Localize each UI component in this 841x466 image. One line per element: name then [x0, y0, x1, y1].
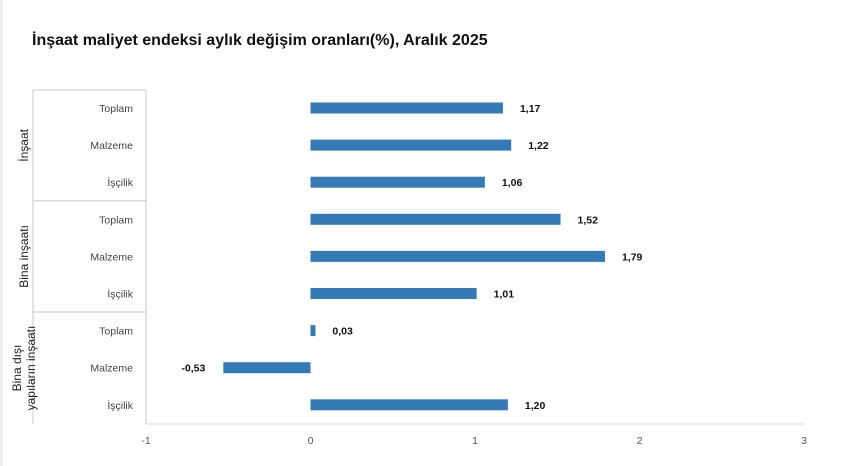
- bar: [310, 325, 316, 337]
- category-label: Toplam: [99, 326, 133, 338]
- bar: [310, 399, 508, 411]
- category-label: Toplam: [99, 103, 133, 115]
- category-label: İşçilik: [107, 288, 133, 301]
- bar: [223, 362, 311, 374]
- group-label: Bina inşaatı: [17, 225, 31, 288]
- x-tick-label: 3: [801, 435, 807, 447]
- category-label: Toplam: [99, 214, 133, 226]
- value-label: 1,20: [525, 400, 546, 412]
- category-label: Malzeme: [90, 363, 133, 375]
- bar: [310, 176, 485, 188]
- category-label: Malzeme: [90, 251, 133, 263]
- value-label: 1,79: [622, 251, 643, 263]
- group-label: İnşaat: [17, 128, 31, 161]
- bar: [310, 139, 512, 151]
- value-label: 1,17: [520, 103, 541, 115]
- value-label: 0,03: [332, 326, 353, 338]
- value-label: 1,52: [578, 214, 599, 226]
- x-tick-label: 2: [637, 435, 643, 447]
- x-tick-label: 0: [308, 435, 314, 447]
- category-label: Malzeme: [90, 140, 133, 152]
- bar: [310, 102, 503, 114]
- value-label: 1,01: [494, 289, 515, 301]
- group-label: Bina dışıyapıların inşaatı: [10, 326, 38, 411]
- value-label: 1,06: [502, 177, 523, 189]
- bar: [310, 250, 605, 262]
- value-label: -0,53: [181, 363, 205, 375]
- bar: [310, 213, 561, 225]
- value-label: 1,22: [528, 140, 549, 152]
- x-tick-label: -1: [141, 435, 150, 447]
- category-label: İşçilik: [107, 399, 133, 412]
- chart-title: İnşaat maliyet endeksi aylık değişim ora…: [32, 32, 488, 49]
- bar: [310, 288, 477, 299]
- x-tick-label: 1: [472, 435, 478, 447]
- category-label: İşçilik: [107, 176, 133, 189]
- frame-edge: [0, 0, 3, 466]
